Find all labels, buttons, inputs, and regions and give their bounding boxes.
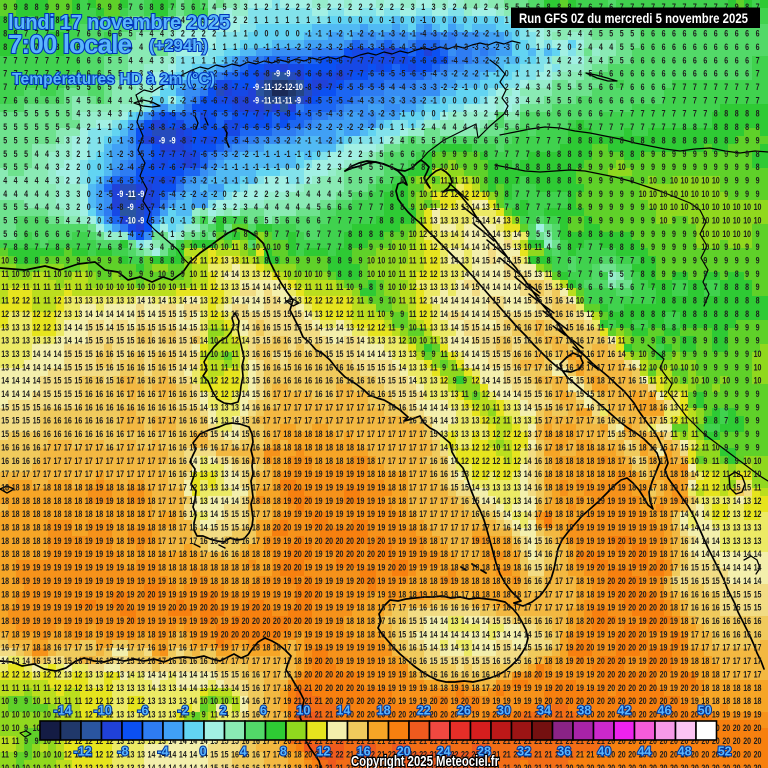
svg-text:52: 52	[718, 745, 732, 759]
svg-text:36: 36	[557, 745, 571, 759]
svg-text:Copyright 2025 Meteociel.fr: Copyright 2025 Meteociel.fr	[351, 753, 499, 768]
svg-text:7:00 locale: 7:00 locale	[8, 29, 132, 59]
svg-text:4: 4	[240, 745, 247, 759]
svg-text:30: 30	[497, 704, 511, 718]
svg-text:-9-11-9: -9 -11 -9	[117, 189, 145, 199]
svg-text:32: 32	[517, 745, 531, 759]
svg-text:34: 34	[537, 704, 551, 718]
svg-text:Run GFS 0Z du mercredi 5 novem: Run GFS 0Z du mercredi 5 novembre 2025	[519, 10, 748, 26]
svg-text:6: 6	[260, 704, 267, 718]
svg-text:-14: -14	[54, 704, 72, 718]
svg-text:-10-9: -10 -9	[125, 216, 144, 226]
svg-text:(+294h): (+294h)	[149, 36, 208, 55]
svg-text:42: 42	[617, 704, 631, 718]
svg-text:40: 40	[597, 745, 611, 759]
svg-text:Températures HD à 2m (°C): Températures HD à 2m (°C)	[12, 71, 215, 88]
svg-text:-10: -10	[94, 704, 112, 718]
svg-text:22: 22	[417, 704, 431, 718]
svg-text:50: 50	[698, 704, 712, 718]
svg-text:48: 48	[678, 745, 692, 759]
svg-text:-8: -8	[117, 745, 128, 759]
svg-text:0: 0	[200, 745, 207, 759]
svg-text:38: 38	[577, 704, 591, 718]
svg-text:44: 44	[637, 745, 651, 759]
svg-text:-12: -12	[74, 745, 92, 759]
svg-text:26: 26	[457, 704, 471, 718]
svg-text:2: 2	[220, 704, 227, 718]
svg-text:-9: -9	[127, 202, 134, 212]
svg-text:46: 46	[658, 704, 672, 718]
svg-text:10: 10	[296, 704, 310, 718]
svg-text:12: 12	[317, 745, 331, 759]
svg-text:-6: -6	[137, 704, 148, 718]
svg-text:18: 18	[377, 704, 391, 718]
svg-text:8: 8	[280, 745, 287, 759]
svg-text:14: 14	[337, 704, 351, 718]
svg-text:-2: -2	[178, 704, 189, 718]
svg-text:-4: -4	[157, 745, 168, 759]
